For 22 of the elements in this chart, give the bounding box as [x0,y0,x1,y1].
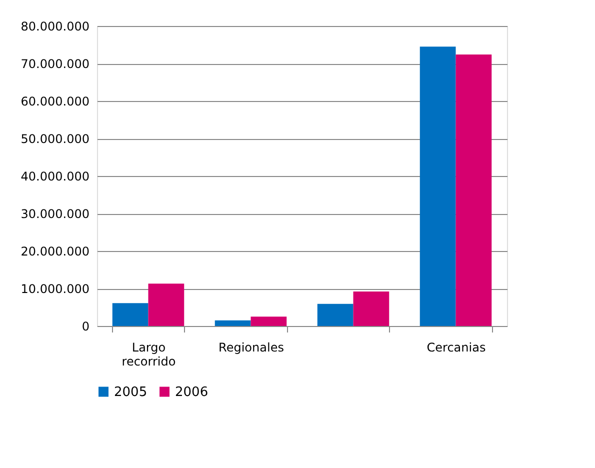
bar [456,54,492,326]
bar [317,304,354,326]
bar [353,292,390,326]
y-tick-label: 10.000.000 [20,282,90,296]
x-tick-label: Largo recorrido [122,340,176,368]
y-tick-label: 50.000.000 [20,132,90,146]
y-tick-label: 30.000.000 [20,207,90,221]
y-tick-label: 70.000.000 [20,57,90,71]
y-tick-label: 40.000.000 [20,170,90,184]
bar [112,303,148,326]
x-tick-label: Cercanias [426,340,486,354]
bar [148,284,184,326]
bar [250,316,287,326]
bar [420,46,456,326]
legend-label: 2005 [114,384,148,400]
y-tick-label: 80.000.000 [20,20,90,34]
x-tick-label: Regionales [218,340,284,354]
y-tick-label: 0 [82,320,90,334]
y-tick-label: 20.000.000 [20,244,90,258]
bar [214,320,251,326]
y-tick-label: 60.000.000 [20,94,90,108]
legend-label: 2006 [175,384,208,400]
